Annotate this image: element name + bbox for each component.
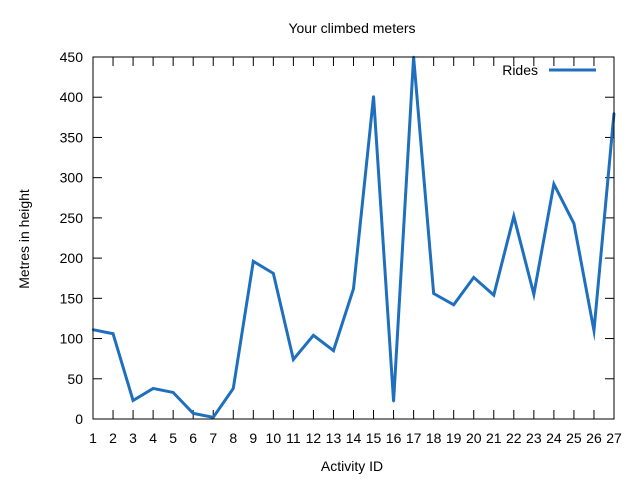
- x-tick-label: 5: [169, 430, 177, 446]
- legend: Rides: [502, 62, 596, 78]
- x-tick-label: 27: [606, 430, 622, 446]
- data-point: [532, 293, 536, 296]
- x-tick-label: 12: [306, 430, 322, 446]
- data-point: [292, 358, 295, 361]
- data-point: [592, 329, 596, 332]
- x-tick-label: 7: [209, 430, 217, 446]
- x-tick-label: 8: [229, 430, 237, 446]
- data-point: [392, 400, 395, 403]
- y-axis-title: Metres in height: [16, 189, 32, 289]
- data-point: [151, 387, 155, 390]
- x-tick-label: 11: [286, 430, 301, 446]
- data-point: [212, 416, 215, 419]
- x-tick-label: 19: [446, 430, 462, 446]
- data-point: [512, 215, 516, 218]
- data-point: [492, 293, 495, 297]
- data-point: [312, 334, 315, 337]
- y-tick-label: 250: [60, 210, 84, 226]
- x-tick-label: 10: [266, 430, 282, 446]
- y-tick-label: 150: [60, 290, 84, 306]
- y-tick-label: 400: [60, 89, 84, 105]
- x-tick-label: 21: [486, 430, 502, 446]
- x-tick-label: 20: [466, 430, 482, 446]
- x-tick-label: 6: [189, 430, 197, 446]
- y-tick-label: 200: [60, 250, 84, 266]
- x-tick-label: 24: [546, 430, 562, 446]
- y-tick-label: 350: [60, 129, 84, 145]
- plot-area-border: [92, 56, 615, 420]
- data-point: [272, 272, 275, 275]
- data-point: [252, 260, 255, 263]
- y-tick-label: 100: [60, 331, 84, 347]
- data-point: [131, 399, 135, 402]
- x-tick-label: 3: [129, 430, 137, 446]
- y-tick-label: 0: [75, 411, 83, 427]
- data-point: [552, 182, 556, 186]
- data-point: [191, 412, 195, 415]
- data-point: [572, 222, 576, 225]
- x-axis-title: Activity ID: [321, 458, 383, 474]
- y-tick-label: 450: [60, 49, 84, 65]
- x-tick-label: 14: [346, 430, 362, 446]
- data-point: [472, 276, 475, 279]
- data-point: [452, 303, 455, 306]
- data-point: [111, 332, 115, 335]
- data-point: [332, 349, 335, 352]
- y-axis: 0 50 100 150 200 250 300 350 400 450: [60, 49, 614, 427]
- series-line-rides: [92, 56, 616, 420]
- data-point: [372, 95, 375, 98]
- data-point: [232, 387, 235, 390]
- data-point: [352, 287, 355, 290]
- x-tick-label: 23: [526, 430, 542, 446]
- data-point: [432, 292, 435, 295]
- x-tick-label: 2: [109, 430, 117, 446]
- x-tick-label: 9: [249, 430, 257, 446]
- x-tick-label: 18: [426, 430, 442, 446]
- x-tick-label: 1: [89, 430, 97, 446]
- y-tick-label: 50: [67, 371, 83, 387]
- data-point: [171, 391, 175, 394]
- legend-label-rides: Rides: [502, 62, 538, 78]
- x-tick-label: 17: [406, 430, 422, 446]
- x-tick-label: 22: [506, 430, 522, 446]
- y-tick-label: 300: [60, 170, 84, 186]
- series-layer: [91, 55, 616, 420]
- x-tick-label: 15: [366, 430, 382, 446]
- x-axis: 1 2 3 4 5 6 7 8 9 10 11 12 13 14 15 16 17 18 19 20 21 22 23 24 2…: [89, 57, 622, 446]
- x-tick-label: 26: [586, 430, 602, 446]
- x-tick-label: 13: [326, 430, 342, 446]
- chart-title: Your climbed meters: [288, 20, 415, 36]
- x-tick-label: 16: [386, 430, 402, 446]
- x-tick-label: 4: [149, 430, 157, 446]
- x-tick-label: 25: [566, 430, 582, 446]
